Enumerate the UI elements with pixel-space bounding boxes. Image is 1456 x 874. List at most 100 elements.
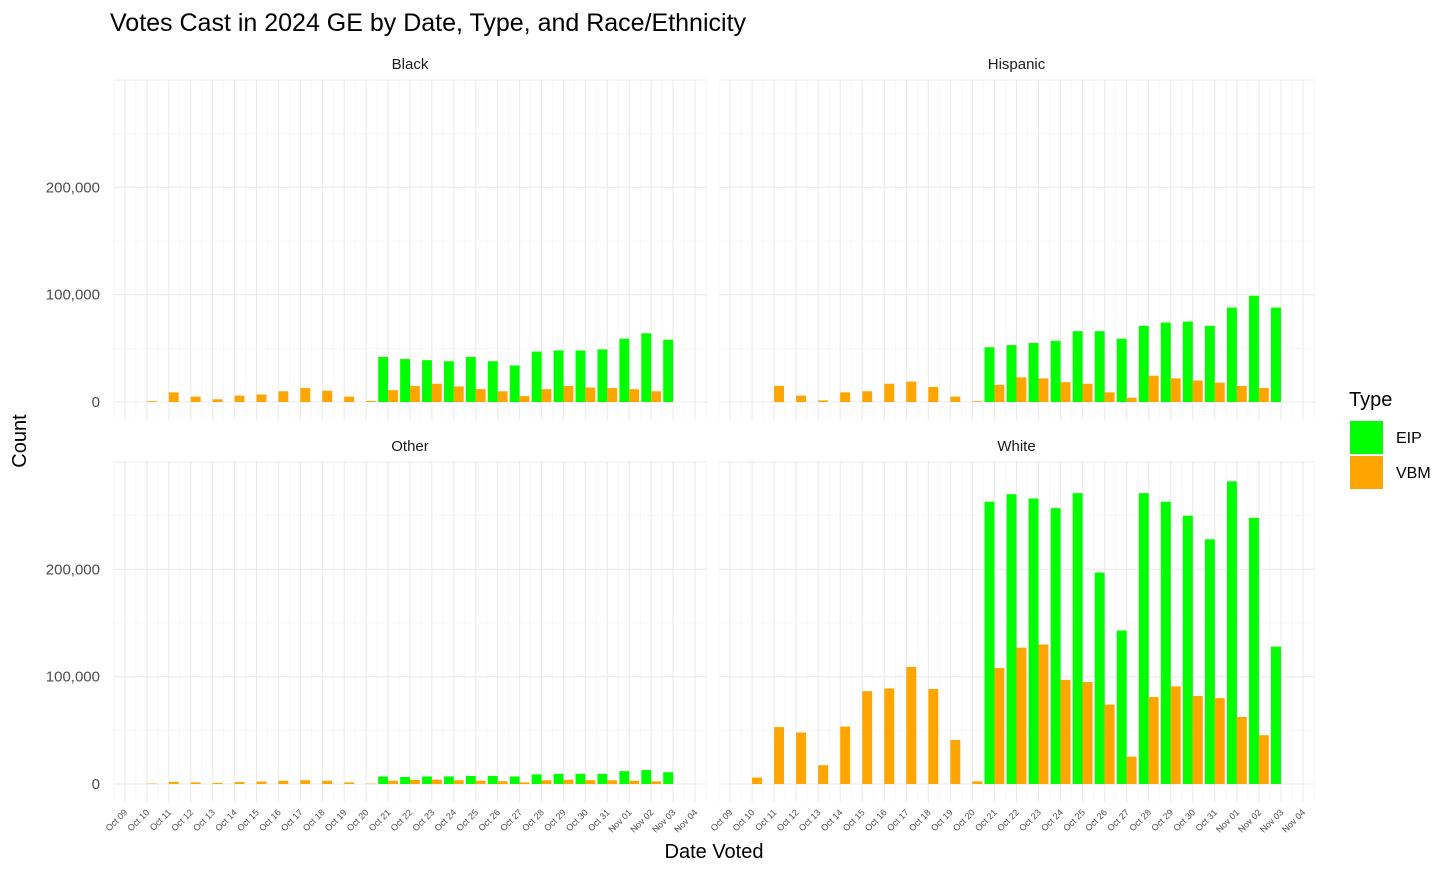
x-tick-label: Oct 17 [885, 807, 911, 833]
bar-vbm [431, 779, 442, 784]
bar-eip [1072, 493, 1083, 784]
bar-vbm [906, 381, 917, 402]
x-tick-label: Oct 25 [454, 807, 480, 833]
bar-vbm [840, 392, 851, 402]
bar-eip [1006, 345, 1017, 402]
bar-vbm [796, 732, 807, 784]
bar-vbm [1214, 698, 1225, 784]
panel-hispanic: Hispanic [718, 56, 1315, 420]
x-tick-label: Oct 22 [389, 807, 415, 833]
bar-eip [443, 361, 454, 402]
bar-eip [1028, 342, 1039, 402]
x-tick-label: Nov 03 [650, 807, 677, 834]
bar-eip [1182, 515, 1193, 784]
bar-eip [597, 349, 608, 402]
bar-vbm [928, 386, 939, 402]
bar-eip [663, 339, 674, 402]
bar-vbm [774, 385, 785, 402]
x-tick-label: Oct 09 [709, 807, 735, 833]
bar-eip [378, 776, 389, 784]
x-tick-label: Oct 15 [841, 807, 867, 833]
bar-eip [619, 771, 630, 784]
bar-vbm [168, 392, 179, 402]
bar-eip [509, 776, 520, 784]
x-tick-label: Oct 10 [731, 807, 757, 833]
bar-eip [1116, 630, 1127, 784]
x-tick-label: Oct 28 [520, 807, 546, 833]
bar-vbm [1170, 686, 1181, 784]
bar-eip [575, 350, 586, 402]
x-tick-label: Oct 10 [125, 807, 151, 833]
bar-eip [1204, 539, 1215, 784]
bar-vbm [190, 396, 201, 402]
bar-vbm [1016, 647, 1027, 784]
bar-eip [641, 333, 652, 402]
bar-vbm [1236, 385, 1247, 402]
bar-eip [1138, 493, 1149, 784]
x-tick-label: Oct 22 [995, 807, 1021, 833]
bar-vbm [234, 782, 245, 784]
bar-vbm [497, 781, 508, 784]
bar-eip [1271, 307, 1281, 402]
bar-vbm [497, 391, 508, 402]
bar-eip [663, 772, 674, 784]
bar-vbm [475, 780, 486, 784]
bar-eip [443, 776, 454, 784]
bar-eip [619, 338, 630, 402]
bar-eip [509, 365, 520, 402]
bar-eip [1271, 646, 1281, 784]
bar-vbm [278, 391, 289, 402]
bar-vbm [1104, 392, 1115, 402]
bar-vbm [256, 781, 267, 784]
bar-vbm [146, 401, 157, 402]
bar-eip [487, 361, 498, 402]
bar-vbm [607, 780, 618, 784]
y-tick-label: 200,000 [46, 179, 100, 196]
bar-vbm [1214, 382, 1225, 402]
bar-vbm [1038, 644, 1049, 784]
x-tick-label: Oct 28 [1127, 807, 1153, 833]
bar-eip [1094, 572, 1105, 784]
x-tick-label: Nov 01 [1214, 807, 1241, 834]
x-tick-label: Oct 27 [1105, 807, 1131, 833]
bar-eip [984, 501, 995, 784]
legend: Type EIP VBM [1349, 389, 1431, 489]
bar-vbm [212, 399, 223, 402]
bar-vbm [300, 780, 311, 784]
bar-vbm [1236, 716, 1247, 784]
bar-vbm [1060, 382, 1071, 402]
bar-vbm [410, 385, 420, 402]
bar-vbm [862, 391, 873, 402]
bar-eip [531, 774, 542, 784]
bar-vbm [410, 779, 420, 784]
bar-eip [1204, 325, 1215, 402]
bar-vbm [1082, 682, 1093, 784]
x-tick-label: Nov 02 [1236, 807, 1263, 834]
bar-vbm [563, 385, 574, 402]
bar-eip [597, 773, 608, 784]
bar-vbm [994, 668, 1005, 784]
bar-vbm [1082, 383, 1093, 402]
bar-vbm [818, 400, 829, 402]
bar-vbm [453, 386, 464, 402]
bar-vbm [212, 782, 223, 784]
bar-vbm [585, 387, 596, 402]
x-tick-label: Oct 29 [542, 807, 568, 833]
y-tick-label: 100,000 [46, 669, 100, 686]
bar-vbm [300, 388, 311, 402]
bar-vbm [1126, 756, 1137, 784]
bar-vbm [629, 780, 640, 784]
bar-vbm [585, 780, 596, 784]
bar-vbm [168, 781, 179, 784]
x-tick-label: Oct 11 [753, 807, 778, 832]
bar-vbm [651, 781, 662, 784]
bar-vbm [1060, 679, 1071, 784]
bar-vbm [453, 780, 464, 784]
x-tick-label: Oct 16 [863, 807, 889, 833]
x-tick-label: Oct 16 [257, 807, 283, 833]
legend-swatch-vbm [1350, 456, 1383, 489]
bar-vbm [1104, 704, 1115, 784]
x-tick-label: Nov 04 [672, 807, 699, 834]
x-tick-label: Oct 24 [1039, 807, 1065, 833]
